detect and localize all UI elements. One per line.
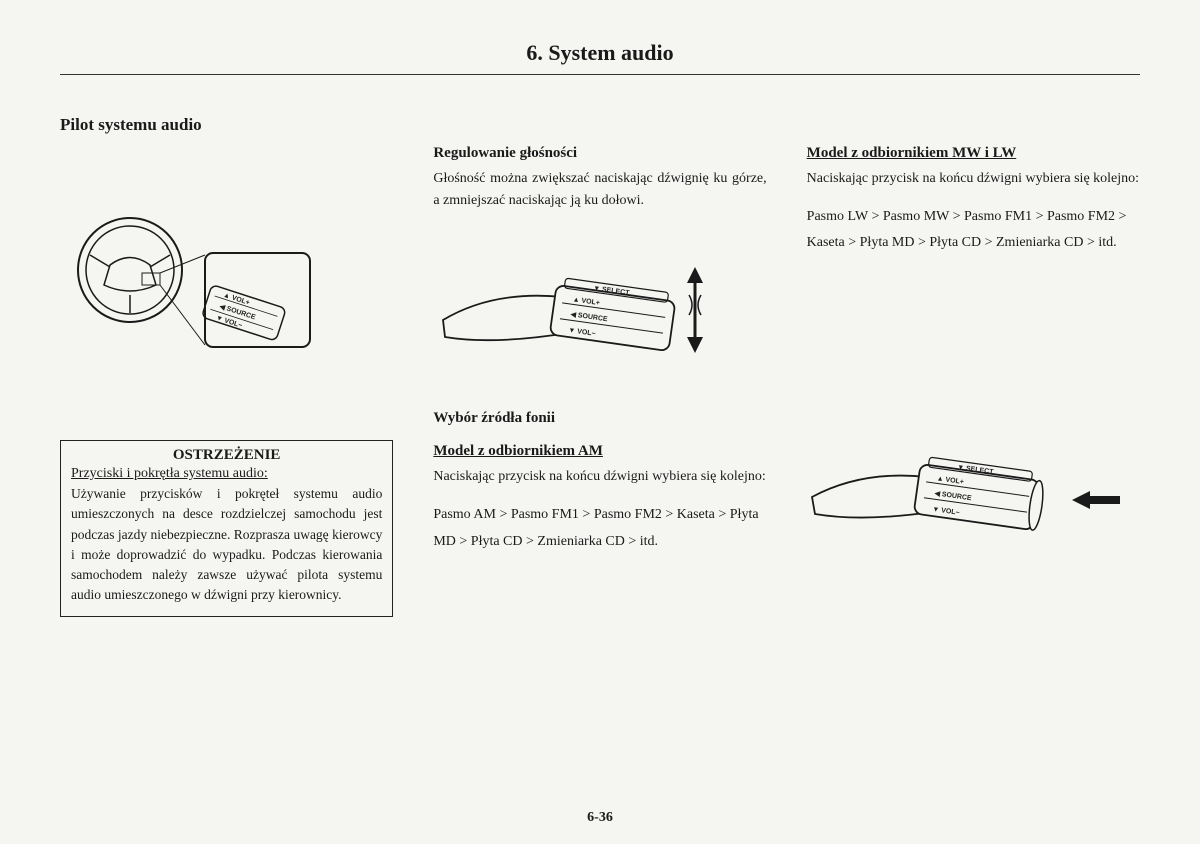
- column-1: Pilot systemu audio: [60, 115, 393, 617]
- title-rule: [60, 74, 1140, 75]
- volume-lever-diagram: ▼ SELECT ▲ VOL+ ◀ SOURCE ▼ VOL−: [433, 235, 766, 390]
- column-2: Regulowanie głośności Głośność można zwi…: [433, 115, 766, 617]
- volume-body: Głośność można zwiększać naciskając dźwi…: [433, 168, 766, 211]
- mwlw-sequence: Pasmo LW > Pasmo MW > Pasmo FM1 > Pasmo …: [807, 204, 1140, 257]
- am-model-body: Naciskając przycisk na końcu dźwigni wyb…: [433, 466, 766, 488]
- warning-subheading: Przyciski i pokrętła systemu audio:: [71, 466, 382, 482]
- source-heading: Wybór źródła fonii: [433, 410, 766, 427]
- steering-wheel-diagram: ▲ VOL+ ◀ SOURCE ▼ VOL−: [60, 195, 393, 370]
- am-model-heading: Model z odbiornikiem AM: [433, 443, 766, 460]
- warning-body: Używanie przycisków i pokręteł systemu a…: [71, 484, 382, 606]
- page-number: 6-36: [0, 810, 1200, 826]
- source-lever-diagram: ▼ SELECT ▲ VOL+ ◀ SOURCE ▼ VOL−: [807, 422, 1140, 557]
- am-sequence: Pasmo AM > Pasmo FM1 > Pasmo FM2 > Kaset…: [433, 502, 766, 555]
- warning-box: OSTRZEŻENIE Przyciski i pokrętła systemu…: [60, 440, 393, 617]
- column-3: Model z odbiornikiem MW i LW Naciskając …: [807, 115, 1140, 617]
- chapter-title: 6. System audio: [60, 40, 1140, 66]
- volume-heading: Regulowanie głośności: [433, 145, 766, 162]
- content-columns: Pilot systemu audio: [60, 115, 1140, 617]
- warning-heading: OSTRZEŻENIE: [71, 447, 382, 464]
- section-title: Pilot systemu audio: [60, 115, 393, 135]
- mwlw-model-heading: Model z odbiornikiem MW i LW: [807, 145, 1140, 162]
- mwlw-model-body: Naciskając przycisk na końcu dźwigni wyb…: [807, 168, 1140, 190]
